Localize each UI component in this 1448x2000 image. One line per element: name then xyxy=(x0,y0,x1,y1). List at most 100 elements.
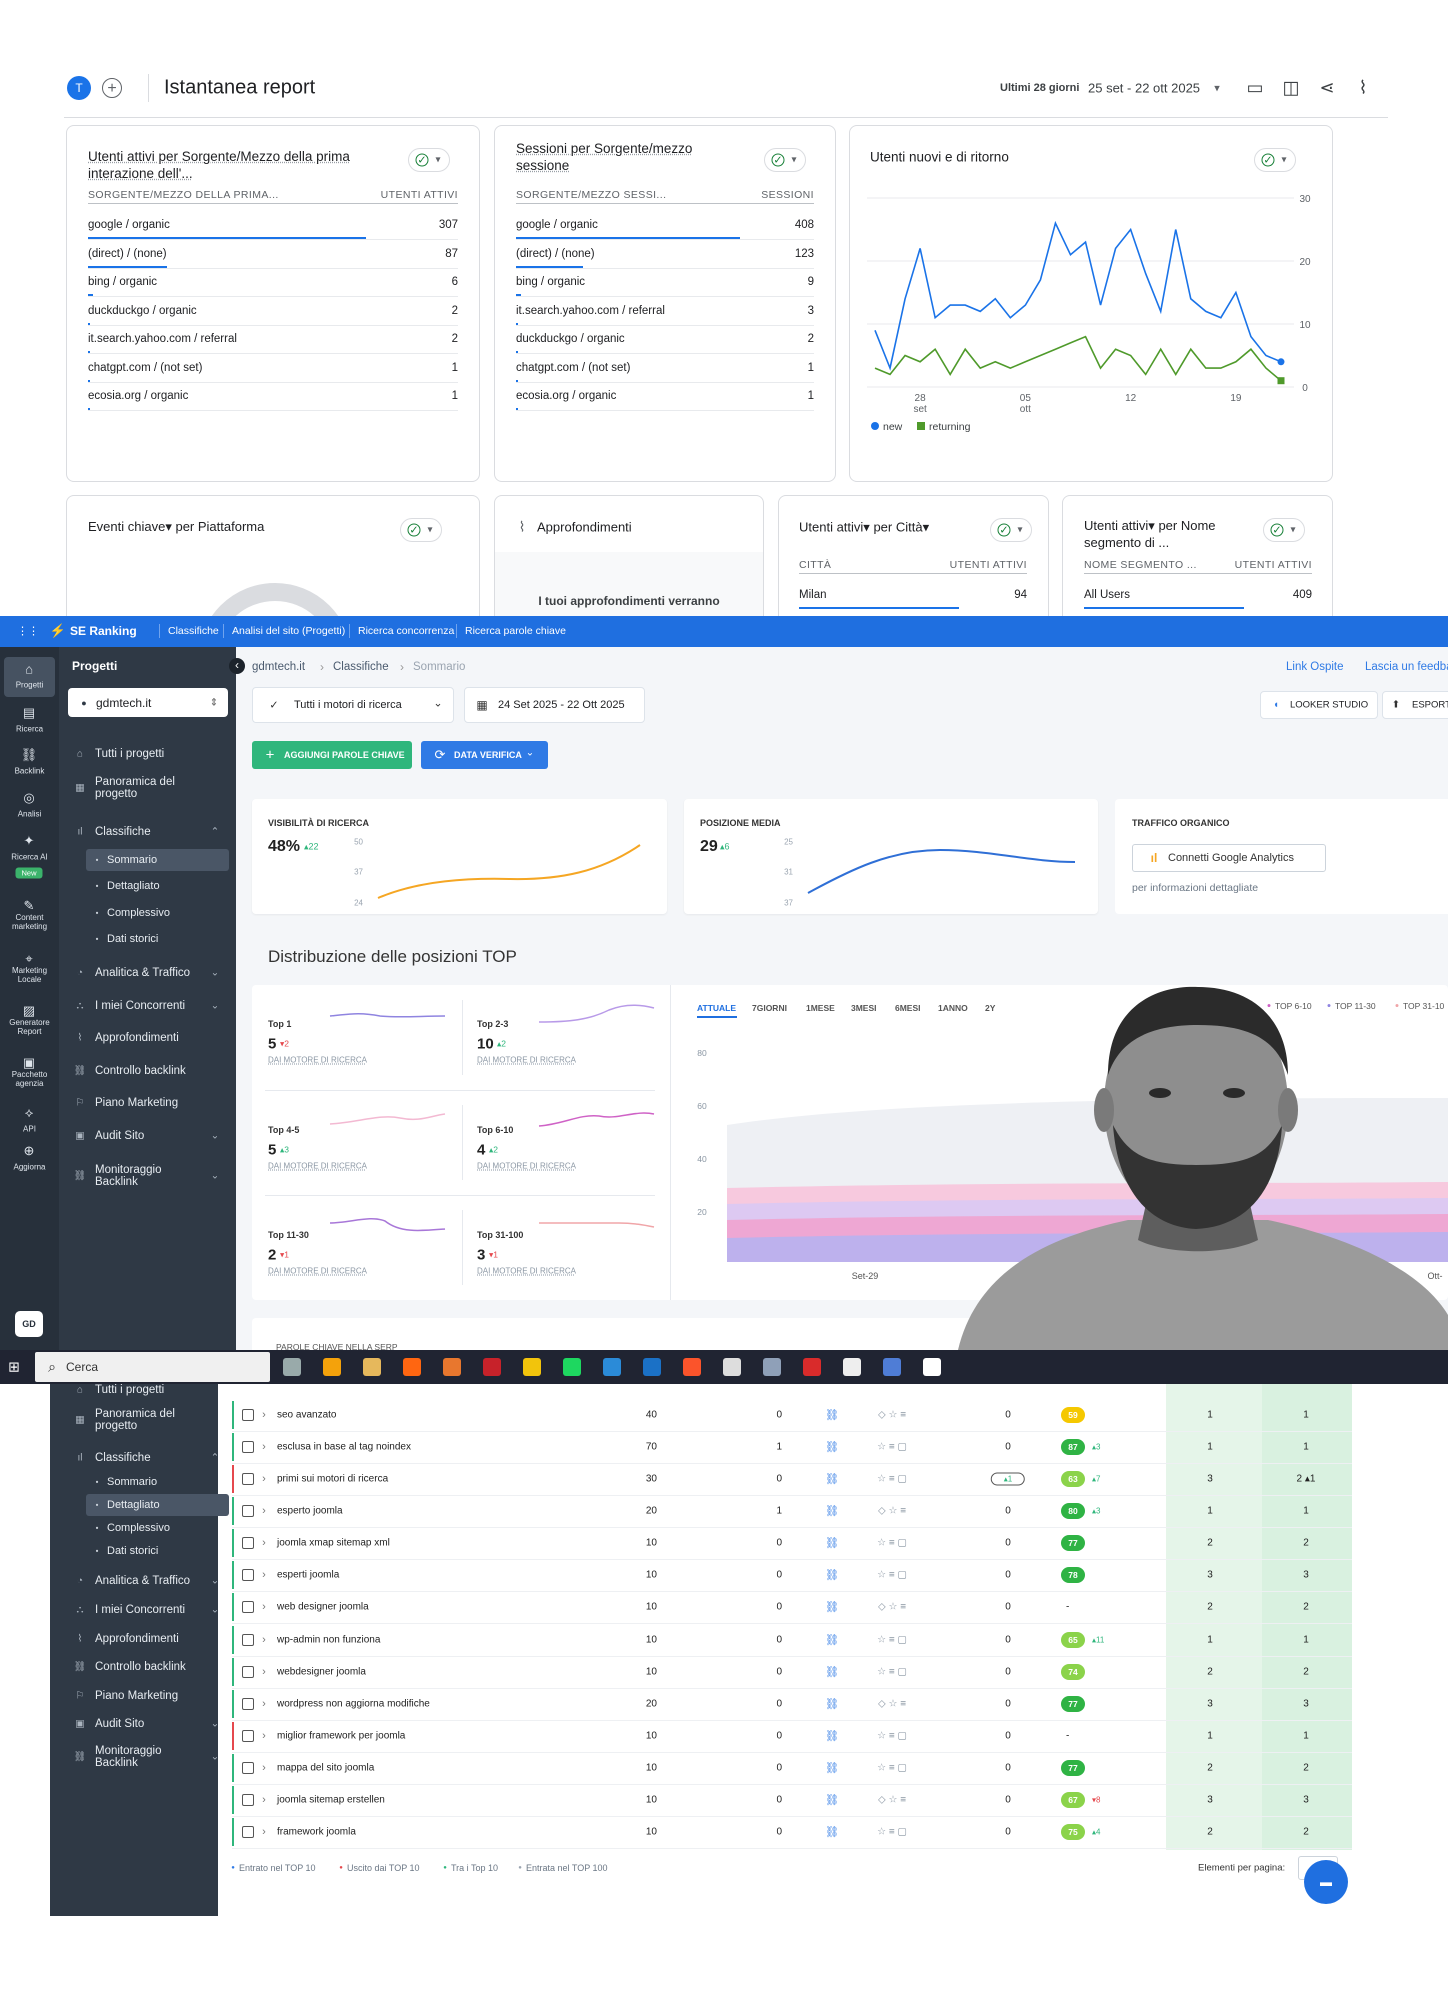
expand-arrow: › xyxy=(262,1505,266,1518)
check-date-button[interactable] xyxy=(421,741,548,769)
sidebar-item[interactable]: Panoramica del progetto xyxy=(95,1408,175,1432)
row-checkbox[interactable] xyxy=(242,1761,254,1774)
rail-label[interactable]: Content marketing xyxy=(11,913,48,931)
sidebar-item[interactable]: Tutti i progetti xyxy=(95,1384,165,1396)
nav-link[interactable]: Ricerca concorrenza xyxy=(358,625,455,637)
row-checkbox[interactable] xyxy=(242,1633,254,1646)
link-icon: ⛓ xyxy=(825,1569,839,1582)
score-badge: 65 xyxy=(1061,1631,1085,1648)
taskbar-app[interactable] xyxy=(843,1358,861,1376)
period-tab[interactable]: 6MESI xyxy=(895,1003,921,1013)
row-checkbox[interactable] xyxy=(242,1505,254,1518)
period-tab[interactable]: 3MESI xyxy=(851,1003,877,1013)
row-rule xyxy=(88,381,458,383)
taskbar-app[interactable] xyxy=(363,1358,381,1376)
sidebar-subitem[interactable]: Sommario xyxy=(107,1476,158,1488)
row-checkbox[interactable] xyxy=(242,1441,254,1454)
taskbar-app[interactable] xyxy=(563,1358,581,1376)
taskbar-app[interactable] xyxy=(323,1358,341,1376)
sidebar-item[interactable]: Approfondimenti xyxy=(95,1633,179,1645)
period-tab[interactable]: 2Y xyxy=(985,1003,996,1013)
sidebar-item[interactable]: Audit Sito xyxy=(95,1718,145,1730)
row-checkbox[interactable] xyxy=(242,1473,254,1486)
sidebar-subitem[interactable]: Dettagliato xyxy=(107,1499,160,1511)
row-checkbox[interactable] xyxy=(242,1697,254,1710)
caret: ▾ xyxy=(1290,524,1296,536)
search-box[interactable] xyxy=(35,1352,270,1382)
taskbar-app[interactable] xyxy=(403,1358,421,1376)
taskbar-app[interactable] xyxy=(523,1358,541,1376)
sidebar-item[interactable]: Approfondimenti xyxy=(95,1032,179,1044)
rail-label[interactable]: API xyxy=(23,1124,36,1134)
rail-label[interactable]: Marketing Locale xyxy=(11,966,48,984)
looker-button[interactable] xyxy=(1260,691,1378,719)
sidebar-subitem[interactable]: Sommario xyxy=(107,854,158,866)
sidebar-subitem[interactable]: Complessivo xyxy=(107,907,170,919)
sidebar-item[interactable]: I miei Concorrenti xyxy=(95,1000,186,1012)
chat-button[interactable] xyxy=(1304,1860,1348,1904)
rail-label[interactable]: Analisi xyxy=(17,809,42,819)
period-tab[interactable]: 7GIORNI xyxy=(752,1003,787,1013)
sidebar-item[interactable]: Controllo backlink xyxy=(95,1661,186,1673)
rail-label[interactable]: Pacchetto agenzia xyxy=(11,1070,48,1088)
sidebar-item[interactable]: Panoramica del progetto xyxy=(95,776,175,800)
rail-label[interactable]: Ricerca xyxy=(15,724,44,734)
period-tab[interactable]: 1MESE xyxy=(806,1003,835,1013)
sidebar-item[interactable]: Monitoraggio Backlink xyxy=(95,1745,162,1769)
export-button[interactable] xyxy=(1382,691,1448,719)
taskbar-app[interactable] xyxy=(763,1358,781,1376)
sidebar-item[interactable]: Piano Marketing xyxy=(95,1690,179,1702)
sidebar-item[interactable]: I miei Concorrenti xyxy=(95,1604,186,1616)
sidebar-subitem[interactable]: Complessivo xyxy=(107,1522,170,1534)
rail-label[interactable]: Ricerca AI xyxy=(11,852,48,862)
rail-label[interactable]: Progetti xyxy=(15,680,44,690)
add-keywords-button[interactable] xyxy=(252,741,412,769)
trend-line xyxy=(539,1222,655,1228)
engine-select[interactable] xyxy=(252,687,454,723)
date-select[interactable] xyxy=(464,687,645,723)
cell-value: 0 xyxy=(1005,1666,1011,1678)
sidebar-subitem[interactable]: Dati storici xyxy=(107,1545,159,1557)
sidebar-subitem[interactable]: Dettagliato xyxy=(107,880,160,892)
sidebar-item[interactable]: Audit Sito xyxy=(95,1130,145,1142)
sidebar-item[interactable]: Tutti i progetti xyxy=(95,748,165,760)
taskbar-app[interactable] xyxy=(283,1358,301,1376)
nav-link[interactable]: Analisi del sito (Progetti) xyxy=(232,625,346,637)
sidebar-item[interactable]: Classifiche xyxy=(95,826,151,838)
row-checkbox[interactable] xyxy=(242,1729,254,1742)
row-checkbox[interactable] xyxy=(242,1826,254,1839)
taskbar-app[interactable] xyxy=(483,1358,501,1376)
sidebar-item[interactable]: Analitica & Traffico xyxy=(95,967,191,979)
best-position: 1 xyxy=(1303,1409,1309,1421)
rail-label[interactable]: Aggiorna xyxy=(13,1162,46,1172)
taskbar-app[interactable] xyxy=(723,1358,741,1376)
sidebar-item[interactable]: Classifiche xyxy=(95,1452,151,1464)
row-checkbox[interactable] xyxy=(242,1409,254,1421)
period-tab[interactable]: 1ANNO xyxy=(938,1003,968,1013)
nav-link[interactable]: Classifiche xyxy=(168,625,219,637)
taskbar-app[interactable] xyxy=(603,1358,621,1376)
taskbar-app[interactable] xyxy=(443,1358,461,1376)
sidebar-item[interactable]: Controllo backlink xyxy=(95,1065,186,1077)
taskbar-app[interactable] xyxy=(883,1358,901,1376)
rail-label[interactable]: Generatore Report xyxy=(9,1018,50,1036)
rail-label[interactable]: Backlink xyxy=(14,766,45,776)
check-icon: ✓ xyxy=(1270,523,1284,537)
sidebar-item[interactable]: Analitica & Traffico xyxy=(95,1575,191,1587)
taskbar-app[interactable] xyxy=(803,1358,821,1376)
taskbar-app[interactable] xyxy=(683,1358,701,1376)
taskbar-app[interactable] xyxy=(643,1358,661,1376)
period-tab[interactable]: ATTUALE xyxy=(697,1003,737,1013)
row-checkbox[interactable] xyxy=(242,1665,254,1678)
taskbar-app[interactable] xyxy=(923,1358,941,1376)
row-checkbox[interactable] xyxy=(242,1793,254,1806)
sidebar-item[interactable]: Monitoraggio Backlink xyxy=(95,1164,162,1188)
sidebar-item[interactable]: Piano Marketing xyxy=(95,1097,179,1109)
expand-arrow: › xyxy=(262,1729,266,1742)
row-checkbox[interactable] xyxy=(242,1569,254,1582)
row-checkbox[interactable] xyxy=(242,1601,254,1614)
sidebar-subitem[interactable]: Dati storici xyxy=(107,933,159,945)
row-checkbox[interactable] xyxy=(242,1537,254,1550)
nav-link[interactable]: Ricerca parole chiave xyxy=(465,625,566,637)
connect-ga-button[interactable] xyxy=(1132,844,1326,872)
